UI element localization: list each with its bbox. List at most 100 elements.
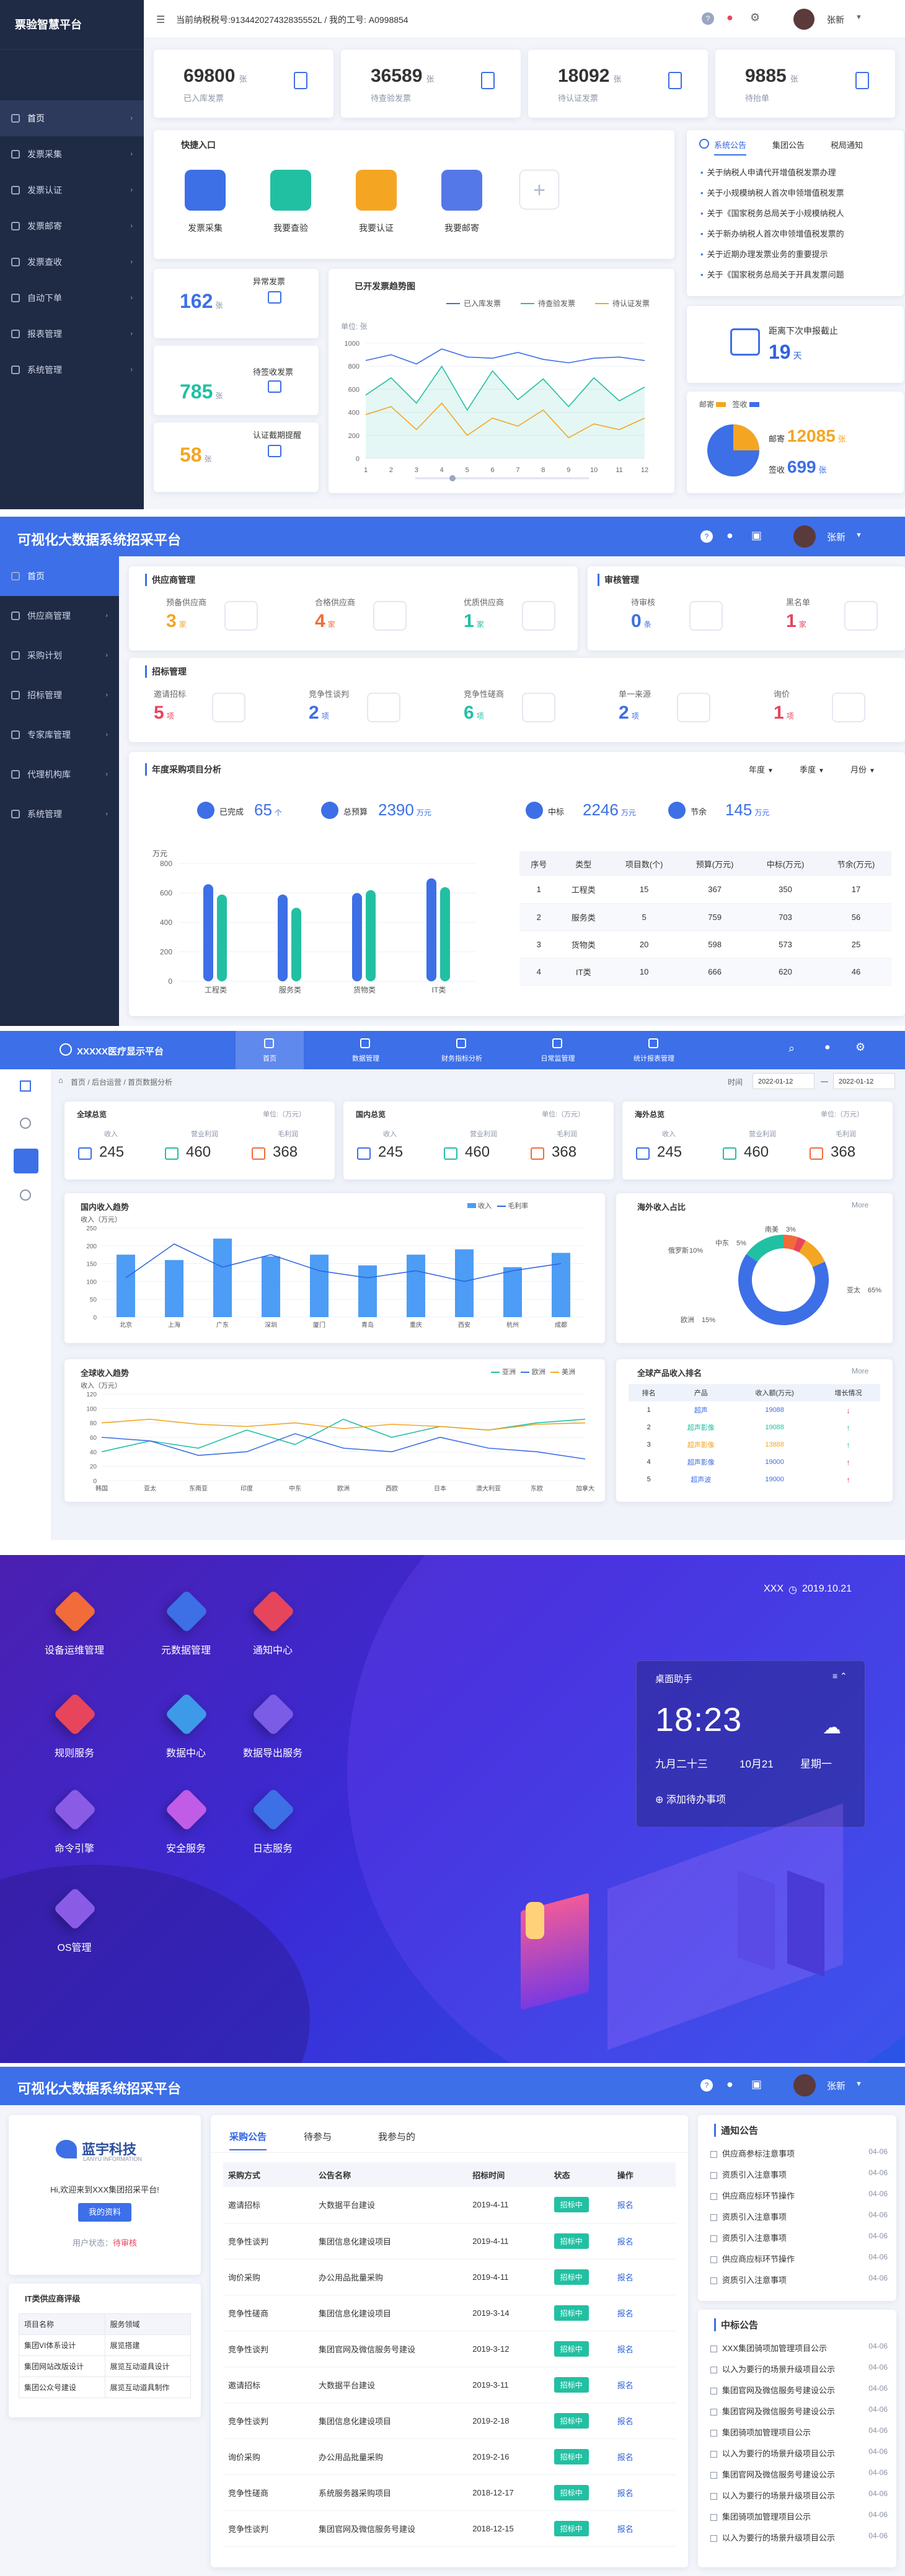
stat-card[interactable]: 69800 张已入库发票: [154, 50, 333, 118]
side-stat-card[interactable]: 162 张 异常发票: [154, 269, 319, 338]
table-row[interactable]: 集团公众号建设 展览互动道具制作: [19, 2377, 191, 2398]
table-row[interactable]: 竞争性磋商 系统服务器采购项目 2018-12-17 招标中 报名: [223, 2474, 676, 2510]
side-stat-card[interactable]: 58 张 认证截期提醒: [154, 423, 319, 492]
list-item[interactable]: 集团官网及微信服务号建设公示 04-06: [710, 2405, 890, 2420]
chevron-down-icon[interactable]: ▼: [855, 532, 862, 539]
table-row[interactable]: 3 超声影像 13888 ↑: [629, 1436, 880, 1453]
table-row[interactable]: 3 货物类 20 598 573 25: [519, 931, 891, 958]
sidebar-item[interactable]: 报表管理 ›: [0, 316, 144, 352]
table-row[interactable]: 4 超声影像 19000 ↑: [629, 1453, 880, 1471]
settings-icon[interactable]: ⚙: [855, 1041, 866, 1053]
list-item[interactable]: 资质引入注意事项 04-06: [710, 2232, 890, 2246]
nav-tab[interactable]: [428, 1031, 496, 1069]
table-row[interactable]: 1 超声 19088 ↓: [629, 1401, 880, 1419]
help-icon[interactable]: ?: [702, 12, 714, 25]
table-row[interactable]: 询价采购 办公用品批量采购 2019-2-16 招标中 报名: [223, 2438, 676, 2474]
table-row[interactable]: 2 超声影像 19088 ↑: [629, 1419, 880, 1436]
app-icon[interactable]: [251, 1589, 296, 1634]
sidebar-item[interactable]: 代理机构库 ›: [0, 755, 119, 794]
register-link[interactable]: 报名: [617, 2201, 634, 2210]
table-row[interactable]: 邀请招标 大数据平台建设 2019-4-11 招标中 报名: [223, 2187, 676, 2223]
notice-item[interactable]: • 关于新办纳税人首次申领增值税发票的: [700, 227, 899, 239]
register-link[interactable]: 报名: [617, 2488, 634, 2498]
add-todo-button[interactable]: ⊕ 添加待办事项: [655, 1791, 726, 1806]
register-link[interactable]: 报名: [617, 2380, 634, 2390]
list-item[interactable]: 以入为要行的场景升级项目公示 04-06: [710, 2531, 890, 2546]
table-row[interactable]: 竞争性磋商 集团信息化建设项目 2019-3-14 招标中 报名: [223, 2295, 676, 2331]
sidebar-item[interactable]: 发票查收 ›: [0, 244, 144, 280]
shirt-icon[interactable]: ▣: [751, 529, 762, 541]
register-link[interactable]: 报名: [617, 2524, 634, 2534]
notification-icon[interactable]: ●: [726, 11, 733, 24]
sidebar-item[interactable]: 系统管理 ›: [0, 794, 119, 834]
app-icon[interactable]: [164, 1787, 209, 1832]
list-item[interactable]: 供应商应标环节操作 04-06: [710, 2189, 890, 2204]
table-row[interactable]: 集团VI体系设计 展览搭建: [19, 2334, 191, 2356]
notification-icon[interactable]: ●: [726, 2078, 733, 2090]
settings-icon[interactable]: ⚙: [750, 11, 761, 24]
menu-toggle-icon[interactable]: ☰: [156, 15, 166, 25]
sidebar-item[interactable]: 招标管理 ›: [0, 675, 119, 715]
notice-tab[interactable]: 税局通知: [831, 141, 863, 150]
list-item[interactable]: 资质引入注意事项 04-06: [710, 2210, 890, 2225]
quick-entry-button[interactable]: [441, 170, 482, 211]
table-row[interactable]: 1 工程类 15 367 350 17: [519, 876, 891, 903]
calendar-icon[interactable]: [14, 1149, 38, 1173]
list-item[interactable]: 集团骑项加管理项目公示 04-06: [710, 2510, 890, 2525]
list-item[interactable]: 供应商应标环节操作 04-06: [710, 2253, 890, 2267]
filter-dropdown[interactable]: 月份 ▼: [850, 763, 875, 775]
quick-entry-button[interactable]: [356, 170, 397, 211]
avatar[interactable]: [793, 2074, 816, 2096]
assistant-menu-icon[interactable]: ≡ ⌃: [832, 1671, 847, 1681]
user-name[interactable]: 张新: [827, 15, 844, 25]
stat-card[interactable]: 9885 张待抬单: [715, 50, 895, 118]
notice-item[interactable]: • 关于《国家税务总局关于小规模纳税人: [700, 207, 899, 219]
notice-item[interactable]: • 关于近期办理发票业务的重要提示: [700, 248, 899, 260]
table-row[interactable]: 2 服务类 5 759 703 56: [519, 903, 891, 931]
app-icon[interactable]: [53, 1787, 97, 1832]
bell-icon[interactable]: ●: [824, 1042, 831, 1053]
table-row[interactable]: 竞争性谈判 集团信息化建设项目 2019-4-11 招标中 报名: [223, 2223, 676, 2259]
nav-tab[interactable]: [236, 1031, 304, 1069]
date-to[interactable]: 2022-01-12: [833, 1073, 895, 1089]
list-item[interactable]: 集团官网及微信服务号建设公示 04-06: [710, 2384, 890, 2399]
register-link[interactable]: 报名: [617, 2272, 634, 2282]
table-row[interactable]: 集团网站改版设计 展览互动道具设计: [19, 2355, 191, 2377]
quick-entry-button[interactable]: [270, 170, 311, 211]
register-link[interactable]: 报名: [617, 2344, 634, 2354]
help-icon[interactable]: ?: [700, 2079, 713, 2092]
tab[interactable]: 采购公告: [229, 2130, 267, 2150]
app-icon[interactable]: [164, 1589, 209, 1634]
list-item[interactable]: 集团官网及微信服务号建设公示 04-06: [710, 2468, 890, 2483]
stat-card[interactable]: 36589 张待查验发票: [341, 50, 521, 118]
filter-dropdown[interactable]: 年度 ▼: [749, 763, 774, 775]
sidebar-item[interactable]: 供应商管理 ›: [0, 596, 119, 636]
register-link[interactable]: 报名: [617, 2308, 634, 2318]
side-stat-card[interactable]: 785 张 待签收发票: [154, 346, 319, 415]
user-name[interactable]: 张新: [827, 532, 846, 543]
table-row[interactable]: 5 超声波 19000 ↑: [629, 1471, 880, 1488]
sidebar-item[interactable]: 首页 ›: [0, 100, 144, 136]
sidebar-item[interactable]: 发票邮寄 ›: [0, 208, 144, 244]
chevron-down-icon[interactable]: ▼: [855, 14, 862, 21]
list-item[interactable]: 资质引入注意事项 04-06: [710, 2168, 890, 2183]
list-item[interactable]: 以入为要行的场景升级项目公示 04-06: [710, 2447, 890, 2462]
add-shortcut-button[interactable]: +: [519, 170, 559, 209]
shirt-icon[interactable]: ▣: [751, 2078, 762, 2090]
sidebar-item[interactable]: 自动下单 ›: [0, 280, 144, 316]
sidebar-item[interactable]: 系统管理 ›: [0, 352, 144, 388]
help-icon[interactable]: ?: [700, 530, 713, 543]
alarm-icon[interactable]: [20, 1189, 31, 1201]
date-from[interactable]: 2022-01-12: [753, 1073, 814, 1089]
table-row[interactable]: 邀请招标 大数据平台建设 2019-3-11 招标中 报名: [223, 2367, 676, 2403]
slider-handle[interactable]: [449, 475, 456, 481]
sidebar-item[interactable]: 首页: [0, 556, 119, 596]
